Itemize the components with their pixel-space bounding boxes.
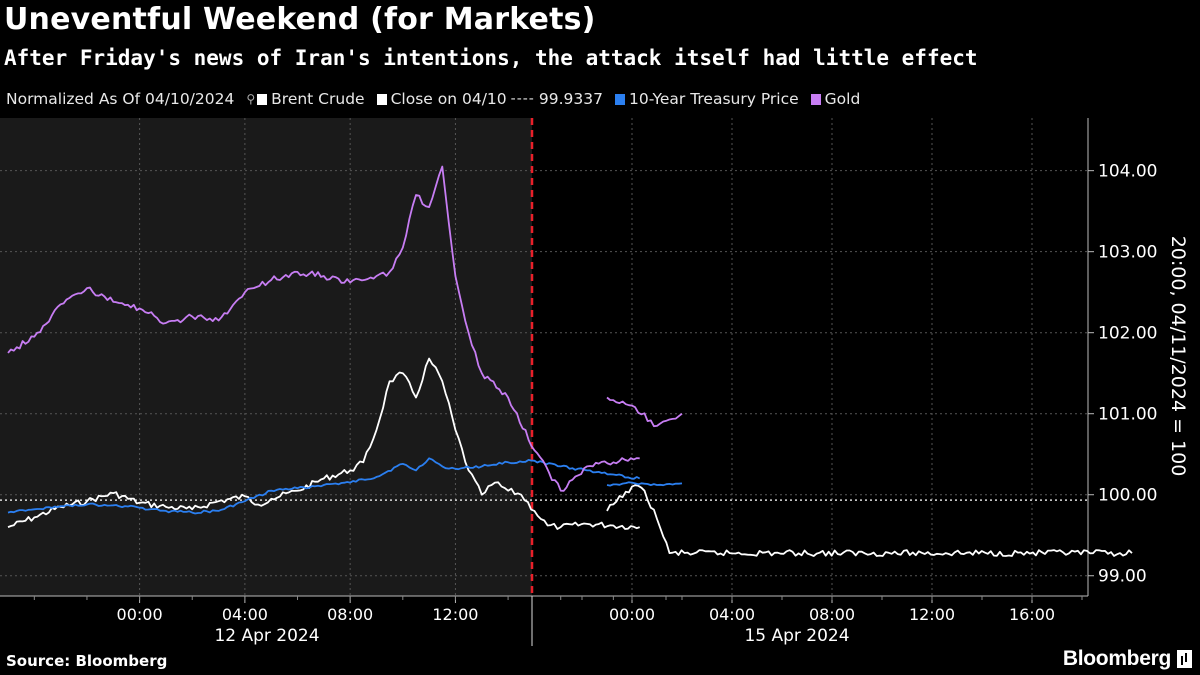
pin-icon: ⚲ xyxy=(246,92,256,106)
legend-normalization-text: Normalized As Of 04/10/2024 xyxy=(6,90,235,108)
y-axis-label: 20:00, 04/11/2024 = 100 xyxy=(1167,236,1189,477)
y-tick-label: 102.00 xyxy=(1098,324,1157,344)
y-tick-label: 99.00 xyxy=(1098,567,1147,587)
date-label-12-apr: 12 Apr 2024 xyxy=(214,626,319,646)
legend-label-brent: Brent Crude xyxy=(271,90,365,108)
series-10y-treasury-monday xyxy=(606,481,683,487)
x-tick-label: 04:00 xyxy=(222,605,268,624)
legend-label-gold: Gold xyxy=(824,90,861,108)
chart-subtitle: After Friday's news of Iran's intentions… xyxy=(4,46,978,70)
legend-item-gold: Gold xyxy=(810,90,861,108)
series-gold-friday xyxy=(7,165,640,492)
source-note: Source: Bloomberg xyxy=(6,652,168,670)
series-gold-monday xyxy=(606,396,683,428)
date-label-15-apr: 15 Apr 2024 xyxy=(744,626,849,646)
x-tick-label: 08:00 xyxy=(327,605,373,624)
x-tick-label: 04:00 xyxy=(709,605,755,624)
legend-item-brent-crude: ⚲ Brent Crude xyxy=(246,90,364,108)
y-tick-label: 103.00 xyxy=(1098,243,1157,263)
series-10y-treasury-friday xyxy=(7,457,641,515)
series-brent-crude-monday xyxy=(606,484,1133,557)
legend-label-treasury: 10-Year Treasury Price xyxy=(628,90,799,108)
legend-swatch-brent xyxy=(257,93,268,105)
shaded-period xyxy=(0,118,532,596)
brand-name: Bloomberg xyxy=(1062,647,1171,670)
legend-value-close: 99.9337 xyxy=(538,90,603,108)
x-tick-label: 00:00 xyxy=(117,605,163,624)
legend: Normalized As Of 04/10/2024 ⚲ Brent Crud… xyxy=(6,90,872,108)
legend-label-close: Close on 04/10 xyxy=(390,90,507,108)
y-tick-label: 104.00 xyxy=(1098,162,1157,182)
dashed-line-icon: ---- xyxy=(510,91,535,107)
legend-swatch-treasury xyxy=(614,93,625,105)
legend-swatch-close xyxy=(376,93,387,105)
chart-title: Uneventful Weekend (for Markets) xyxy=(4,2,596,37)
x-tick-label: 12:00 xyxy=(909,605,955,624)
x-tick-label: 00:00 xyxy=(609,605,655,624)
y-tick-label: 100.00 xyxy=(1098,486,1157,506)
legend-item-close-reference: Close on 04/10 ---- 99.9337 xyxy=(376,90,603,108)
brand-logo: Bloomberg xyxy=(1063,647,1192,671)
bloomberg-terminal-icon xyxy=(1177,650,1192,668)
legend-normalization-note: Normalized As Of 04/10/2024 xyxy=(6,90,234,108)
series-brent-crude-friday xyxy=(7,357,641,530)
legend-item-treasury: 10-Year Treasury Price xyxy=(614,90,799,108)
legend-swatch-gold xyxy=(810,93,821,105)
x-tick-label: 16:00 xyxy=(1009,605,1055,624)
x-tick-label: 12:00 xyxy=(432,605,478,624)
x-tick-label: 08:00 xyxy=(809,605,855,624)
y-tick-label: 101.00 xyxy=(1098,405,1157,425)
